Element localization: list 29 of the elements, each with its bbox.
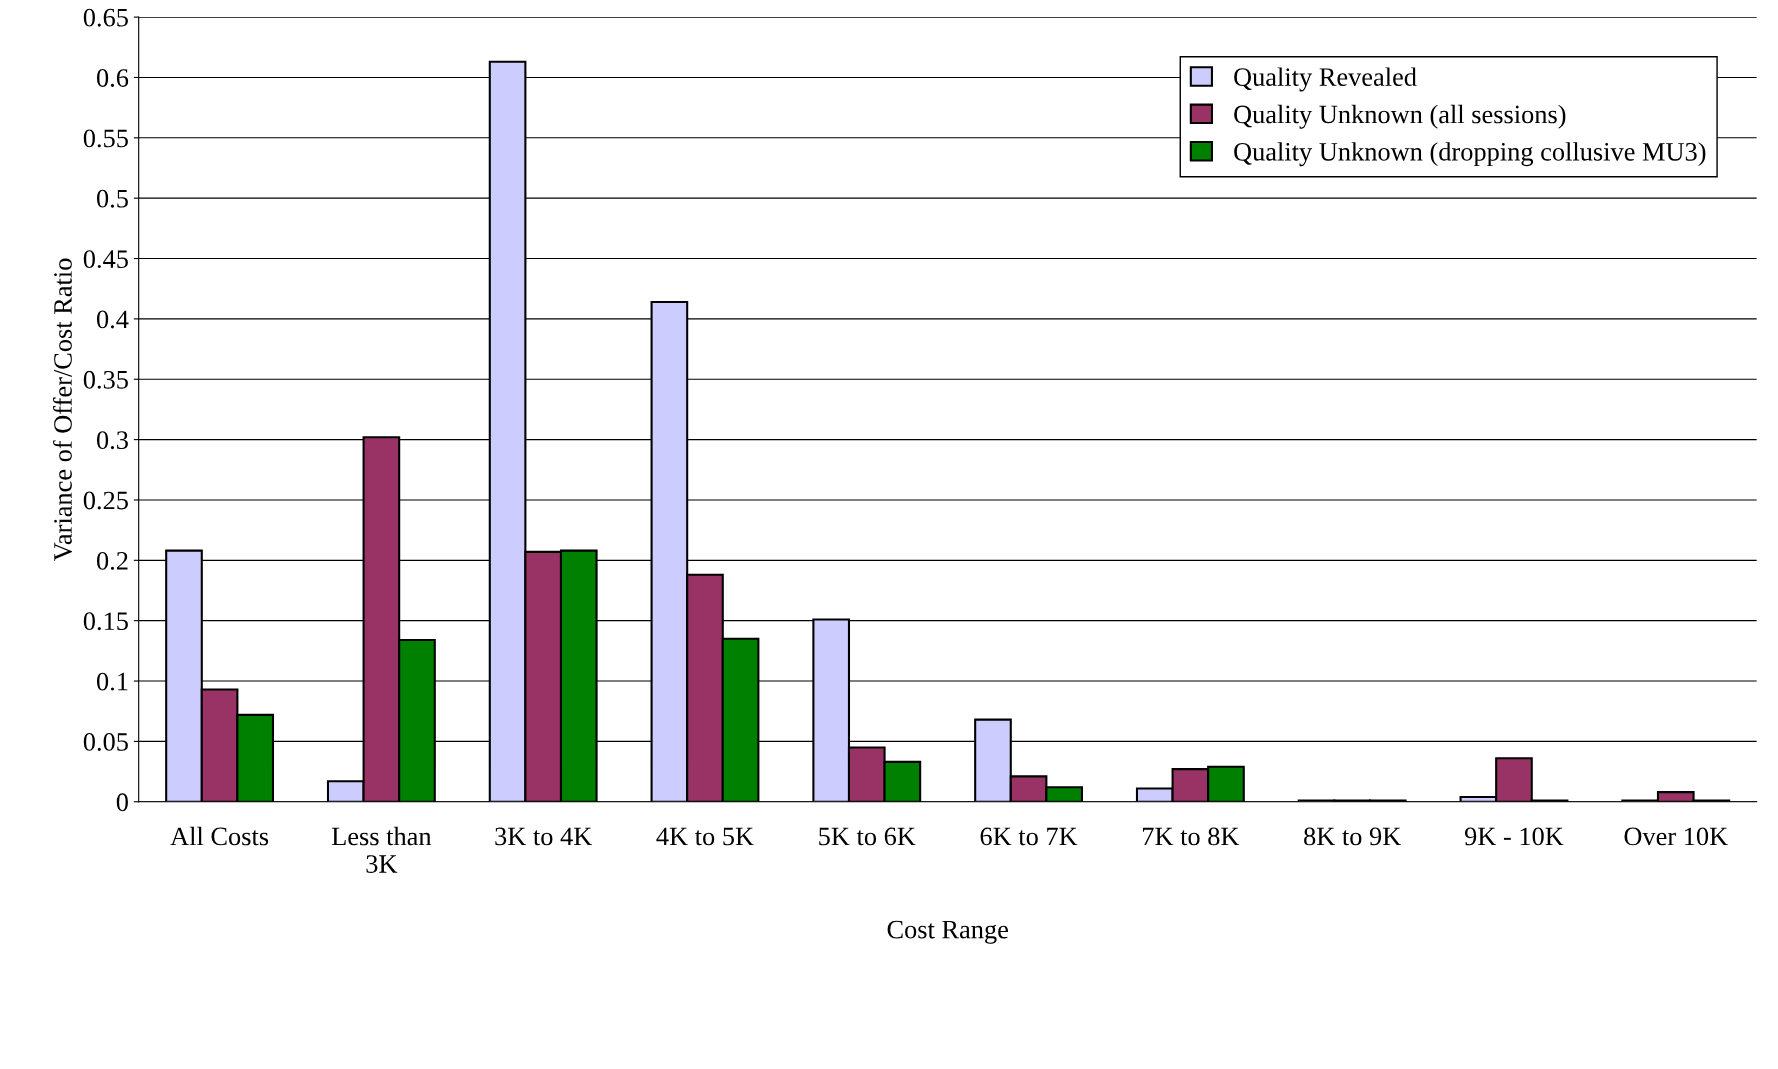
x-tick-label: 9K - 10K bbox=[1464, 827, 1564, 846]
y-tick-label: 0.1 bbox=[96, 672, 128, 691]
x-tick-label: 8K to 9K bbox=[1304, 827, 1402, 846]
y-tick-label: 0 bbox=[116, 793, 128, 812]
y-tick-label: 0.15 bbox=[83, 612, 128, 631]
x-tick-label: Over 10K bbox=[1624, 827, 1728, 846]
y-tick-label: 0.3 bbox=[96, 431, 128, 450]
y-tick-label: 0.35 bbox=[83, 370, 128, 389]
x-tick-label: 5K to 6K bbox=[819, 827, 916, 846]
y-tick-label: 0.2 bbox=[96, 551, 128, 570]
y-tick-label: 0.55 bbox=[83, 129, 128, 148]
legend-label: Quality Unknown (all sessions) bbox=[1234, 104, 1566, 129]
legend-label: Quality Revealed bbox=[1234, 67, 1417, 92]
y-tick-label: 0.05 bbox=[83, 733, 128, 751]
y-tick-label: 0.6 bbox=[96, 69, 129, 87]
x-tick-label: Less than 3K bbox=[331, 826, 432, 873]
legend-label: Quality Unknown (dropping collusive MU3) bbox=[1234, 142, 1706, 167]
y-tick-label: 0.45 bbox=[83, 250, 128, 269]
x-tick-label: 3K to 4K bbox=[495, 827, 593, 846]
x-tick-label: 7K to 8K bbox=[1143, 827, 1240, 846]
x-tick-label: 4K to 5K bbox=[656, 827, 754, 846]
x-axis-title: Cost Range bbox=[887, 920, 1008, 944]
y-tick-label: 0.4 bbox=[96, 310, 129, 329]
y-tick-label: 0.5 bbox=[96, 189, 128, 208]
y-tick-label: 0.65 bbox=[83, 8, 128, 27]
x-tick-label: 6K to 7K bbox=[980, 827, 1078, 846]
y-axis-title: Variance of Offer/Cost Ratio bbox=[53, 258, 73, 561]
y-tick-label: 0.25 bbox=[83, 491, 128, 510]
x-tick-label: All Costs bbox=[170, 826, 269, 846]
